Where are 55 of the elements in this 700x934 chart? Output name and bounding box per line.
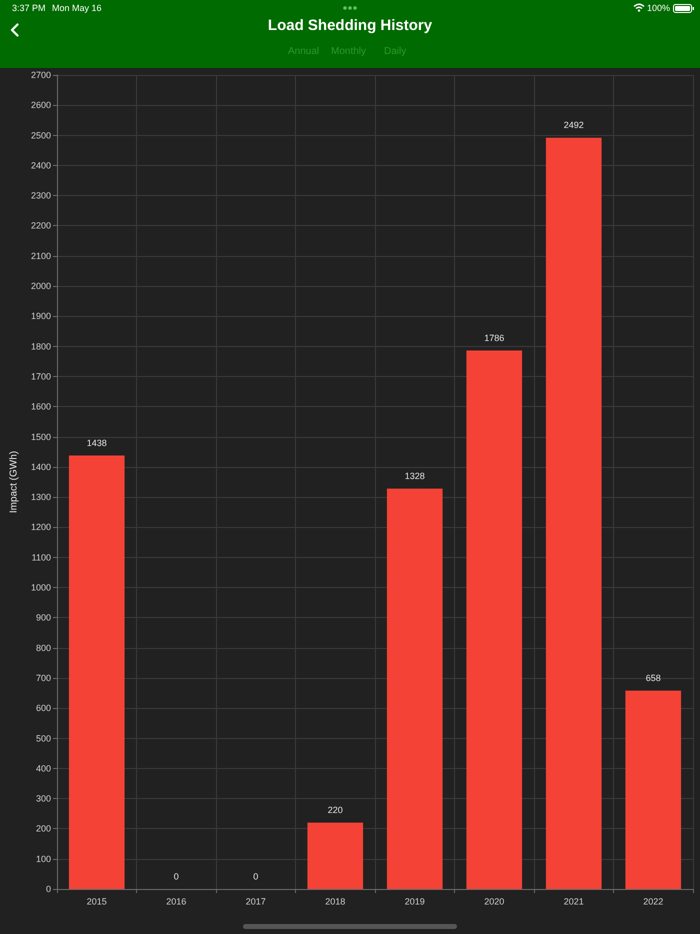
y-tick-label: 1800	[30, 341, 51, 352]
y-axis-title: Impact (GWh)	[8, 450, 20, 514]
data-label: 1328	[404, 471, 425, 482]
x-tick-label: 2022	[643, 896, 664, 906]
x-tick-label: 2020	[484, 896, 504, 906]
y-tick-label: 1700	[30, 371, 51, 382]
data-label: 2492	[564, 120, 584, 130]
text: 100%	[646, 3, 670, 13]
y-tick-label: 1900	[30, 311, 51, 322]
y-tick-label: 1300	[30, 492, 51, 502]
y-tick-label: 100	[36, 854, 51, 864]
text: Mon May 16	[52, 3, 102, 13]
bar	[307, 822, 364, 889]
x-tick-label: 2021	[564, 896, 584, 906]
y-tick-label: 2300	[30, 190, 51, 201]
y-tick-label: 2100	[30, 250, 51, 261]
bar	[466, 350, 522, 889]
data-label: 1438	[86, 438, 107, 448]
y-tick-label: 2400	[30, 160, 51, 170]
y-tick-label: 600	[36, 703, 51, 714]
x-tick-label: 2016	[166, 896, 186, 906]
y-tick-label: 1400	[30, 462, 51, 472]
x-tick-label: 2018	[325, 896, 346, 906]
data-label: 0	[174, 872, 179, 882]
x-tick-label: 2015	[86, 896, 107, 906]
x-tick-label: 2017	[246, 896, 266, 906]
y-tick-label: 1100	[32, 552, 51, 562]
y-tick-label: 300	[36, 794, 51, 804]
bar	[68, 455, 125, 889]
y-tick-label: 400	[36, 763, 51, 774]
y-tick-label: 1600	[30, 402, 51, 412]
y-tick-label: 500	[36, 733, 51, 744]
x-tick-label: 2019	[404, 896, 425, 906]
bar	[386, 488, 443, 889]
y-tick-label: 2200	[30, 220, 51, 231]
y-tick-label: 1500	[30, 432, 51, 442]
y-tick-label: 1000	[30, 582, 51, 593]
data-label: 1786	[484, 333, 504, 344]
bar	[625, 690, 682, 889]
y-tick-label: 2600	[30, 100, 51, 110]
data-label: 0	[253, 872, 258, 882]
y-tick-label: 700	[36, 672, 51, 683]
y-tick-label: 900	[36, 612, 51, 623]
data-label: 220	[328, 805, 343, 816]
y-tick-label: 2500	[30, 130, 51, 140]
y-tick-label: 1200	[30, 522, 51, 532]
y-tick-label: 200	[36, 824, 51, 834]
y-tick-label: 2000	[30, 281, 51, 292]
text: 3:37 PM	[12, 3, 46, 13]
y-tick-label: 0	[46, 884, 51, 894]
bar	[546, 138, 602, 889]
y-tick-label: 2700	[30, 70, 51, 80]
chart-title: Load Shedding History	[266, 17, 434, 34]
y-tick-label: 800	[36, 642, 51, 653]
data-label: 658	[646, 673, 661, 684]
